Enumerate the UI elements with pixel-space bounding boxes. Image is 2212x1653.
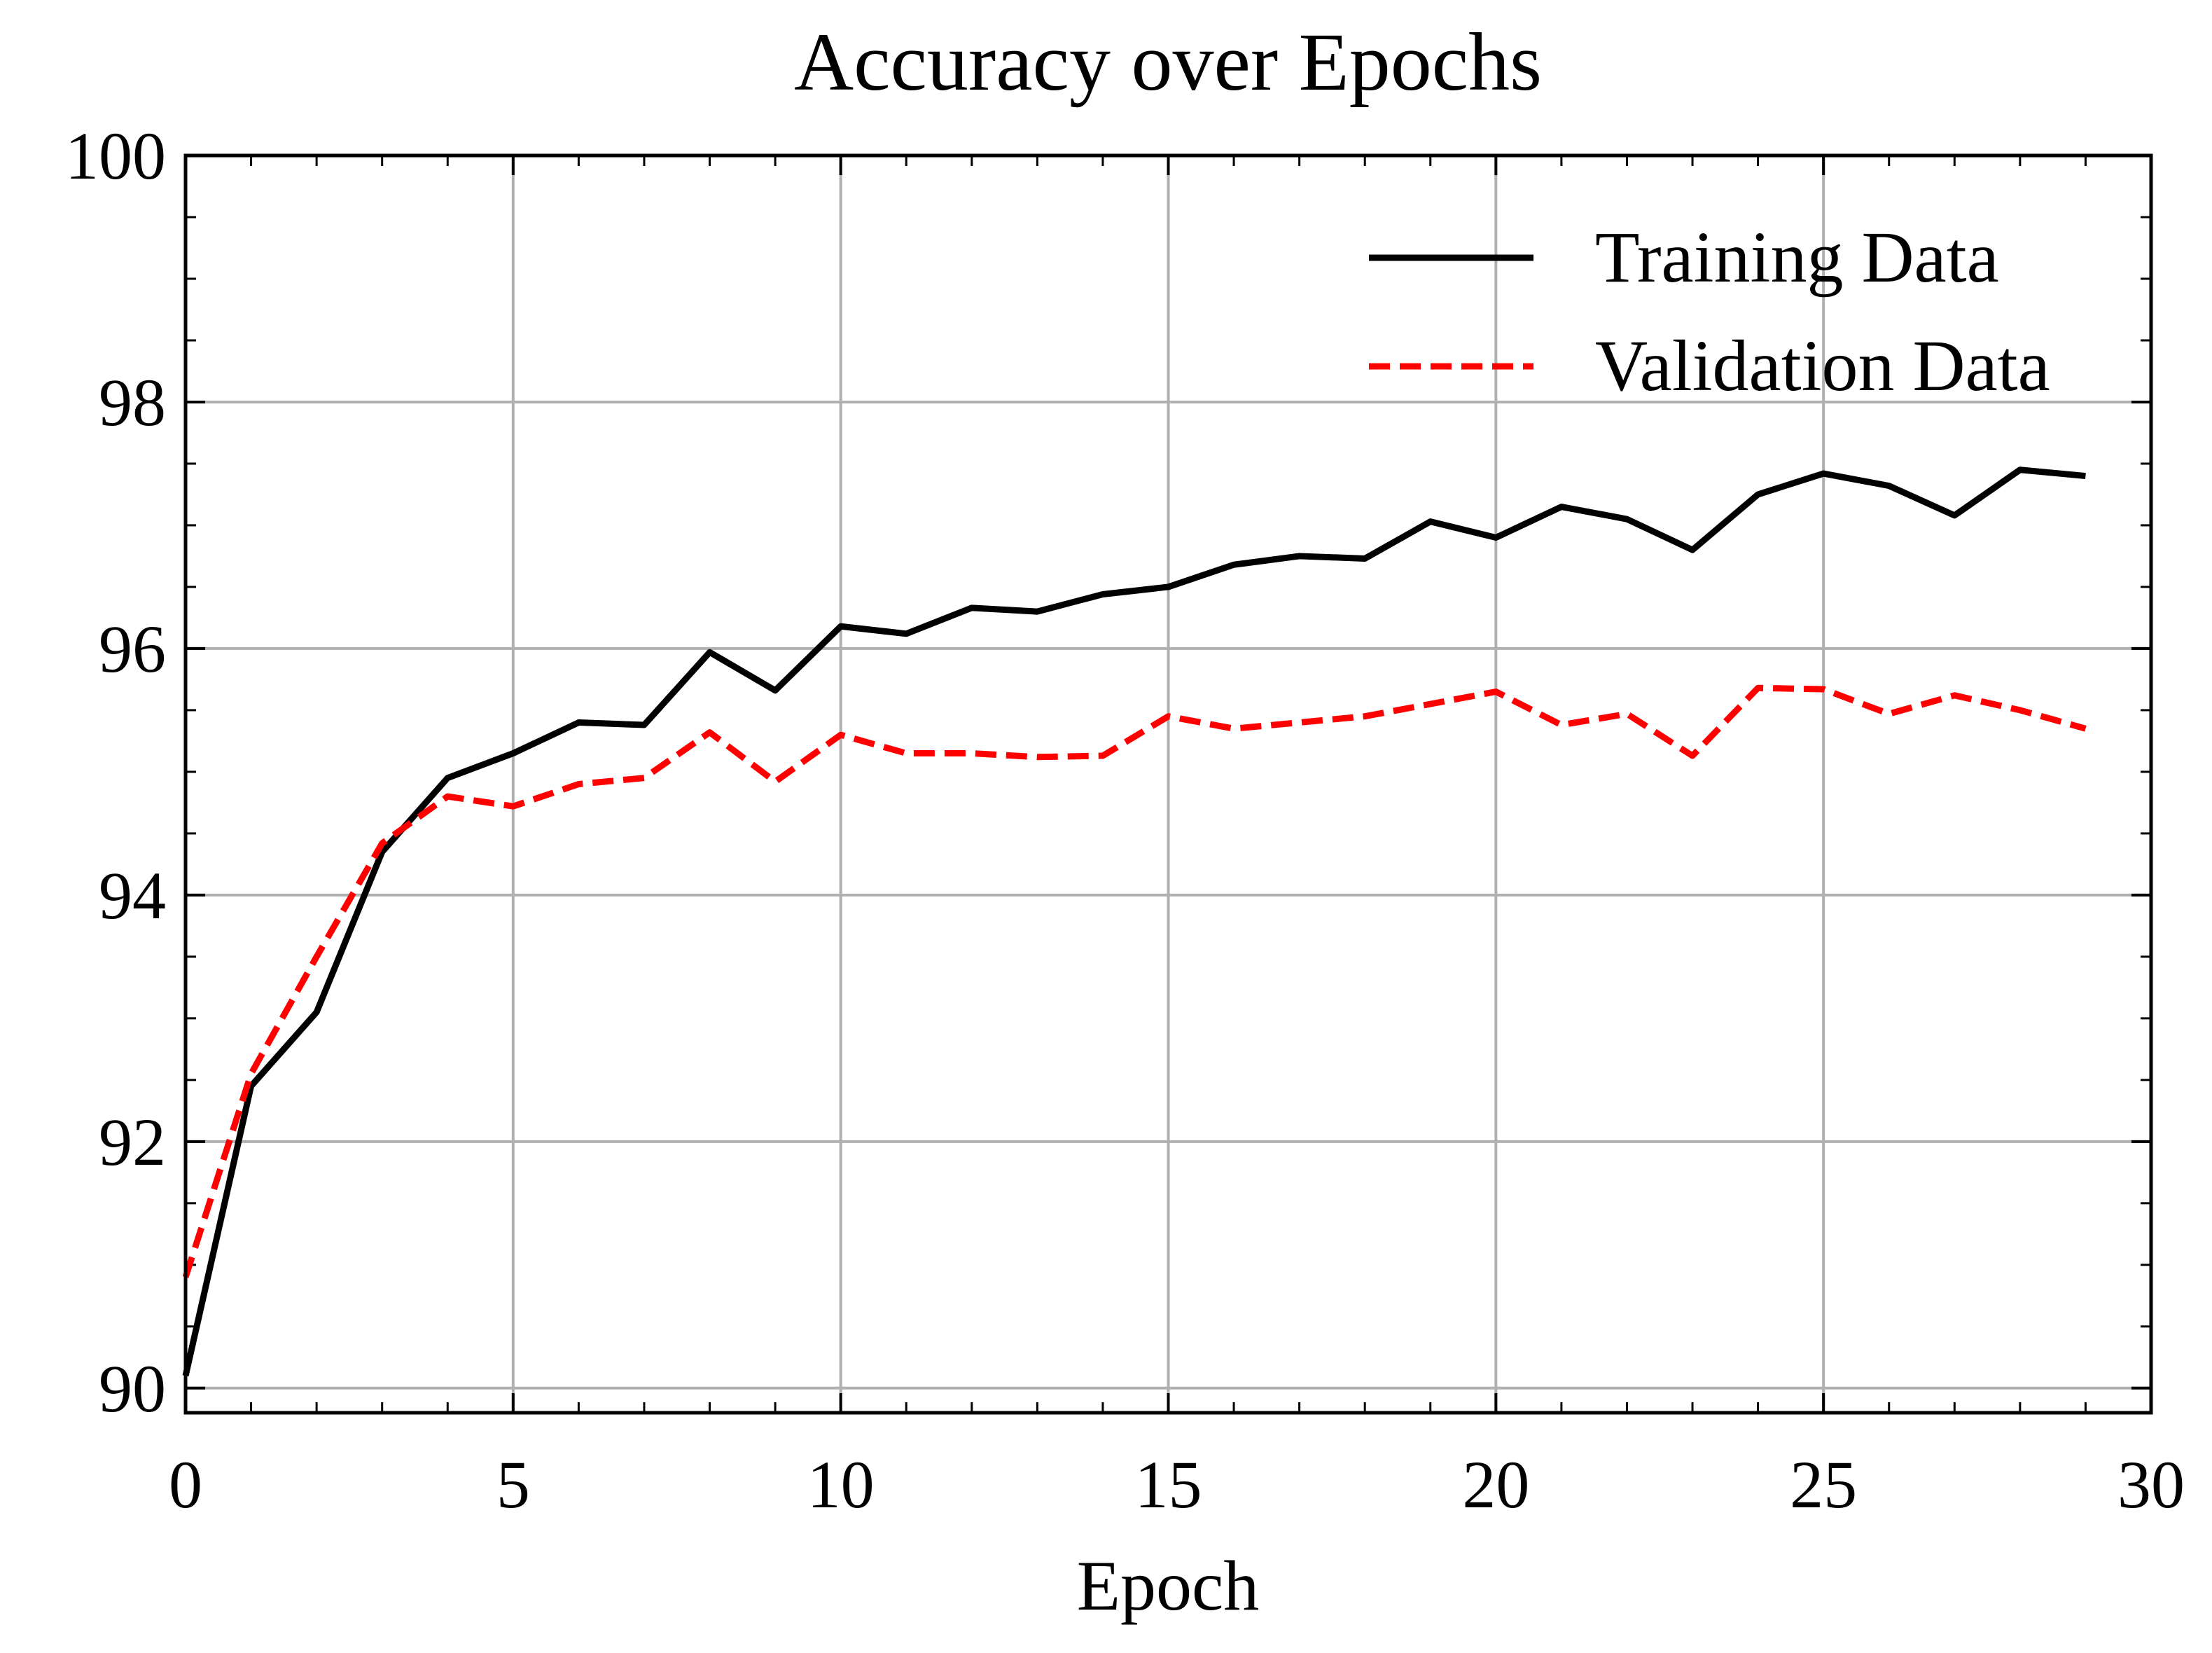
x-tick-label: 0 bbox=[169, 1447, 202, 1522]
y-tick-label: 90 bbox=[99, 1351, 166, 1426]
y-tick-label: 96 bbox=[99, 611, 166, 686]
x-tick-label: 5 bbox=[496, 1447, 530, 1522]
validation-data-line bbox=[182, 684, 2087, 1278]
x-tick-label: 25 bbox=[1790, 1447, 1857, 1522]
legend: Training Data Validation Data bbox=[1369, 217, 2050, 406]
x-tick-labels: 0 5 10 15 20 25 30 bbox=[169, 1447, 2185, 1522]
x-tick-label: 15 bbox=[1135, 1447, 1202, 1522]
training-data-line bbox=[182, 466, 2086, 1377]
x-tick-label: 30 bbox=[2117, 1447, 2185, 1522]
series-layer bbox=[182, 466, 2087, 1377]
x-tick-label: 10 bbox=[807, 1447, 875, 1522]
y-tick-label: 100 bbox=[65, 118, 166, 193]
y-tick-label: 98 bbox=[99, 365, 166, 440]
y-tick-labels: 90 92 94 96 98 100 bbox=[65, 118, 166, 1426]
y-tick-label: 92 bbox=[99, 1105, 166, 1180]
plot-frame bbox=[183, 153, 2153, 1415]
grid-lines bbox=[184, 154, 2152, 1413]
y-tick-label: 94 bbox=[99, 858, 166, 933]
legend-label: Training Data bbox=[1595, 217, 1999, 298]
legend-label: Validation Data bbox=[1595, 326, 2050, 406]
x-tick-label: 20 bbox=[1462, 1447, 1529, 1522]
chart-title: Accuracy over Epochs bbox=[794, 16, 1542, 108]
x-axis-label: Epoch bbox=[1077, 1547, 1260, 1626]
